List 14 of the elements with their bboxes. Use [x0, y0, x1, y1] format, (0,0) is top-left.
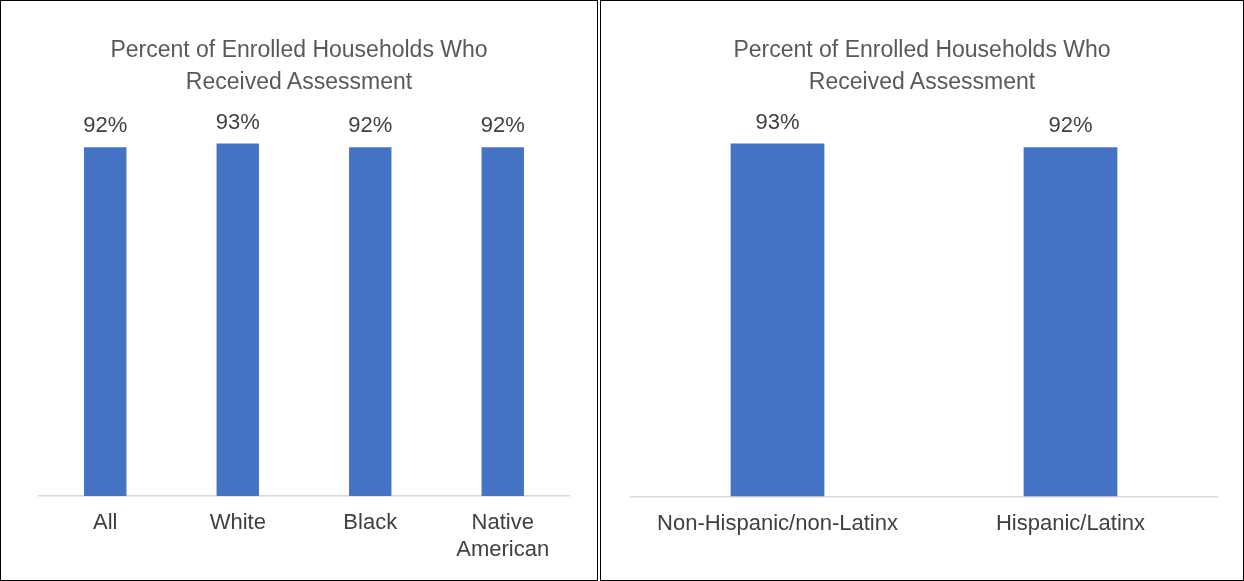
x-tick-label: Hispanic/Latinx — [995, 509, 1146, 535]
x-tick-label: White — [209, 509, 266, 535]
data-label: 92% — [1048, 112, 1093, 138]
data-label: 93% — [755, 108, 800, 134]
data-label: 92% — [83, 112, 128, 138]
chart-title: Percent of Enrolled Households Who Received Assessment — [109, 35, 489, 96]
x-tick-label: Black — [343, 509, 399, 535]
x-tick-label: All — [93, 509, 118, 535]
x-tick-label: Native American — [456, 509, 550, 561]
data-label: 92% — [480, 112, 525, 138]
x-tick-label: Non-Hispanic/non-Latinx — [657, 509, 898, 535]
chart-title: Percent of Enrolled Households Who Received Assessment — [732, 35, 1112, 96]
data-label: 93% — [215, 108, 260, 134]
data-label: 92% — [348, 112, 393, 138]
